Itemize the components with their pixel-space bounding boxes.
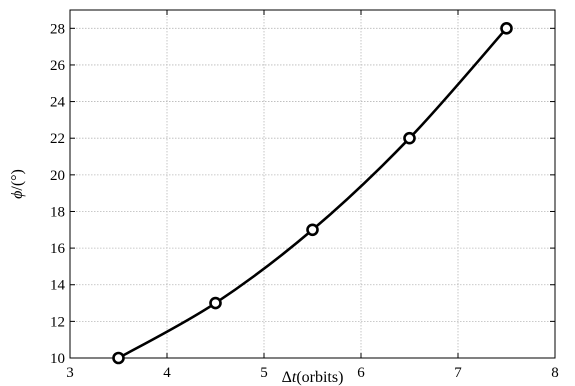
y-tick-labels: 10 12 14 16 18 20 22 24 26 28: [50, 21, 66, 367]
plot-frame: [69, 9, 556, 359]
y-axis-label-var: ϕ: [9, 191, 26, 199]
data-point-marker: [112, 351, 125, 365]
y-tick-label: 10: [50, 351, 65, 367]
x-tick-label: 6: [357, 365, 365, 381]
y-tick-label: 28: [50, 21, 65, 37]
data-point-marker: [500, 22, 513, 35]
y-tick-label: 22: [50, 131, 65, 147]
data-point-marker: [403, 131, 416, 145]
x-axis-label-var: t: [292, 369, 297, 386]
data-point-marker: [209, 296, 222, 310]
axis-ticks: [69, 10, 556, 359]
x-tick-label: 5: [260, 365, 268, 381]
x-tick-label: 7: [454, 365, 462, 381]
y-tick-label: 24: [50, 95, 66, 111]
series: [112, 22, 513, 365]
x-tick-label: 3: [66, 365, 74, 381]
y-tick-label: 16: [50, 241, 66, 257]
data-point-marker: [306, 223, 319, 237]
x-tick-label: 4: [163, 365, 171, 381]
y-axis-label: ϕ/(°): [9, 169, 26, 199]
x-axis-label: Δt(orbits): [282, 369, 344, 386]
y-tick-label: 20: [50, 168, 65, 184]
y-tick-label: 14: [50, 278, 66, 294]
series-line: [117, 27, 508, 360]
grid: [69, 10, 556, 359]
y-tick-label: 18: [50, 204, 65, 220]
x-tick-label: 8: [551, 365, 559, 381]
y-tick-label: 12: [50, 314, 65, 330]
x-axis-label-prefix: Δ: [282, 369, 292, 386]
x-axis-label-unit: (orbits): [296, 369, 343, 386]
x-tick-labels: 3 4 5 6 7 8: [66, 365, 559, 381]
y-axis-label-unit: /(°): [9, 169, 26, 191]
y-tick-label: 26: [50, 58, 66, 74]
